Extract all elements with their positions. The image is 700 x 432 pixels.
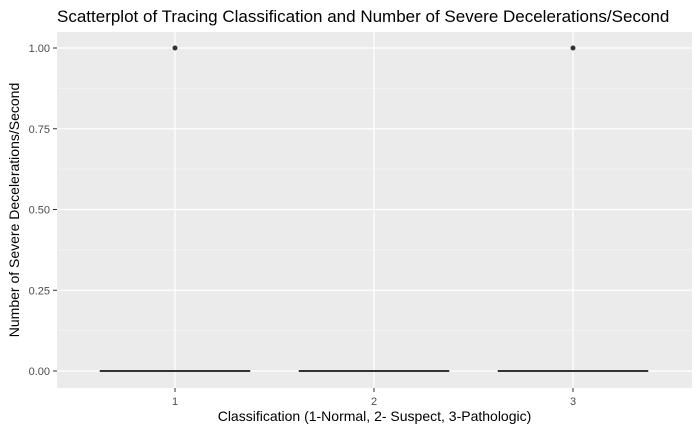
outlier-points — [172, 45, 576, 51]
y-axis-ticks: 0.00 0.25 0.50 0.75 1.00 — [29, 43, 57, 378]
major-gridlines — [57, 32, 692, 388]
x-tick-label: 2 — [371, 396, 377, 408]
y-tick-label: 0.00 — [29, 366, 50, 378]
chart-title: Scatterplot of Tracing Classification an… — [57, 7, 669, 26]
x-tick-label: 3 — [570, 396, 576, 408]
y-tick-label: 0.50 — [29, 205, 50, 217]
x-tick-label: 1 — [172, 396, 178, 408]
y-tick-label: 0.75 — [29, 124, 50, 136]
y-tick-label: 1.00 — [29, 43, 50, 55]
y-axis-title: Number of Severe Decelerations/Second — [6, 83, 22, 337]
y-tick-label: 0.25 — [29, 285, 50, 297]
x-axis-title: Classification (1-Normal, 2- Suspect, 3-… — [218, 408, 532, 424]
outlier-point — [172, 45, 178, 51]
x-axis-ticks: 1 2 3 — [172, 388, 576, 408]
outlier-point — [570, 45, 576, 51]
